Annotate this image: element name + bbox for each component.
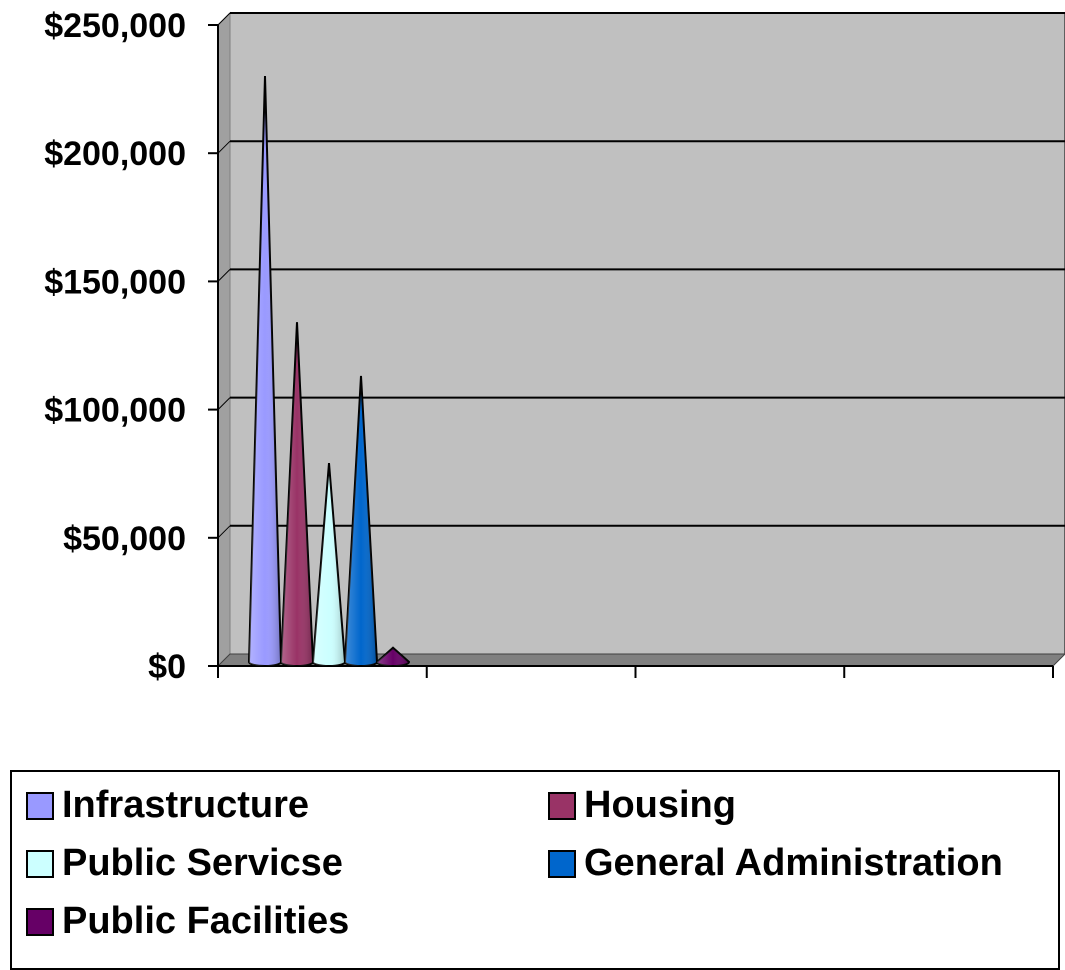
legend-swatch (548, 791, 576, 820)
y-axis (208, 24, 219, 667)
bar (375, 646, 411, 667)
y-tick-label: $150,000 (44, 263, 186, 301)
gridline-depth (217, 140, 231, 154)
legend-swatch (26, 849, 54, 878)
gridline-depth (217, 269, 231, 282)
legend-label: Public Facilities (62, 900, 350, 942)
chart-svg: $0 $50,000 $100,000 $150,000 $200,000 $250,00… (44, 7, 1065, 686)
y-tick-label: $50,000 (63, 520, 186, 558)
y-tick-label: $200,000 (44, 135, 186, 173)
y-tick-label: $250,000 (44, 7, 186, 45)
legend-swatch (548, 849, 576, 878)
cone-shade (281, 322, 313, 666)
side-wall (217, 11, 231, 668)
legend-label: Housing (584, 784, 736, 826)
legend: Infrastructure Housing Public Servicse Gene… (10, 770, 1060, 970)
cone-shade (377, 647, 409, 666)
y-tick-labels: $0 $50,000 $100,000 $150,000 $200,000 $250,00… (44, 7, 186, 686)
legend-item: Housing (548, 784, 736, 827)
legend-swatch (26, 907, 54, 936)
legend-label: Infrastructure (62, 784, 310, 826)
legend-item: Public Servicse (26, 842, 343, 885)
chart-area: $0 $50,000 $100,000 $150,000 $200,000 $250,00… (44, 7, 1065, 686)
gridlines (217, 12, 1065, 539)
x-axis (217, 665, 1054, 678)
plot-wall (216, 11, 1065, 668)
legend-item: Infrastructure (26, 784, 309, 827)
legend-item: General Administration (548, 842, 1003, 885)
gridline-depth (217, 12, 231, 26)
legend-label: General Administration (584, 842, 1003, 884)
cone-shade (345, 375, 377, 666)
y-tick-label: $0 (148, 648, 186, 686)
gridline-depth (217, 397, 231, 410)
legend-item: Public Facilities (26, 900, 349, 943)
legend-label: Public Servicse (62, 842, 343, 884)
legend-swatch (26, 791, 54, 820)
gridline-depth (217, 525, 231, 539)
bars (247, 75, 411, 667)
cone-shade (249, 75, 281, 667)
y-tick-label: $100,000 (44, 392, 186, 430)
cone-shade (313, 463, 345, 666)
